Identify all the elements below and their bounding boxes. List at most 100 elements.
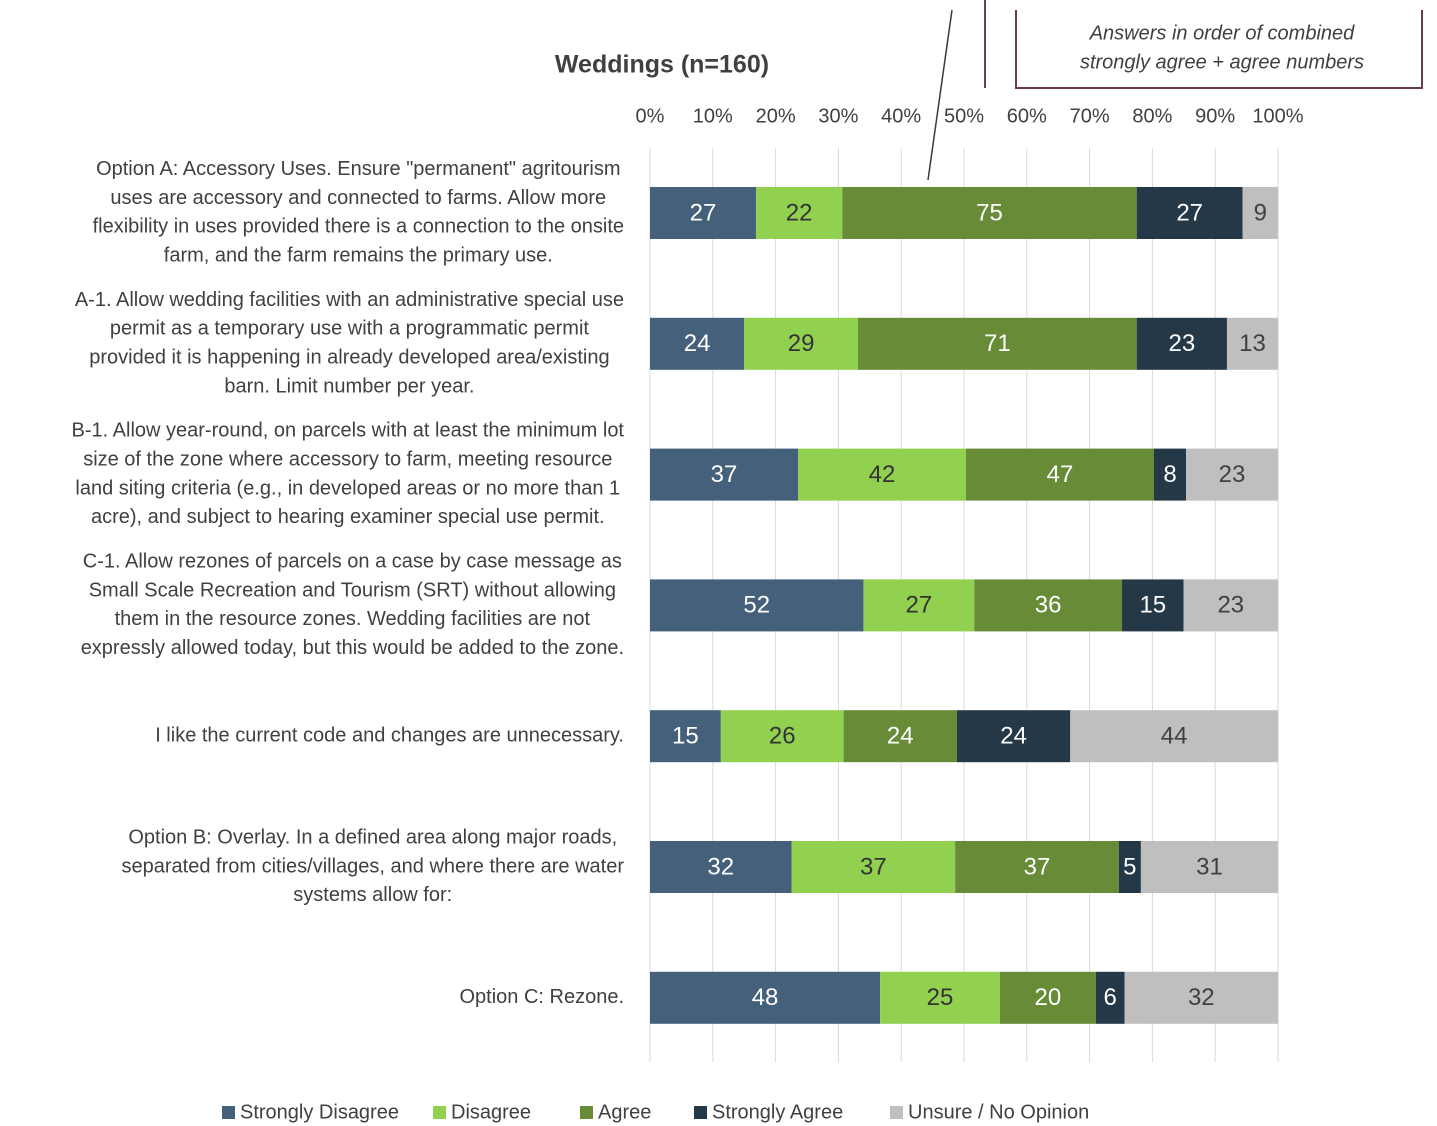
value-label: 37	[1024, 853, 1051, 880]
y-tick-label: B-1. Allow year-round, on parcels with a…	[72, 420, 625, 442]
value-label: 20	[1035, 984, 1062, 1011]
bar-segment	[880, 971, 1000, 1024]
value-label: 42	[869, 461, 896, 488]
bar-segment	[843, 710, 957, 763]
value-label: 27	[1176, 199, 1203, 226]
y-tick-label: flexibility in uses provided there is a …	[93, 216, 624, 238]
bar-segment	[1140, 841, 1278, 893]
bar-segment	[1242, 187, 1278, 239]
bar-segment	[798, 448, 966, 501]
value-label: 23	[1219, 461, 1246, 488]
value-label: 32	[707, 853, 734, 880]
bar-segment	[999, 971, 1096, 1024]
legend-swatch	[433, 1106, 446, 1119]
category-label: Option C: Rezone.	[459, 986, 624, 1008]
x-tick-label: 50%	[944, 105, 984, 127]
y-tick-label: Option A: Accessory Uses. Ensure "perman…	[96, 158, 620, 180]
category-label: C-1. Allow rezones of parcels on a case …	[81, 550, 624, 658]
bar-segment	[863, 579, 975, 632]
legend-label: Agree	[598, 1101, 651, 1123]
y-tick-label: C-1. Allow rezones of parcels on a case …	[83, 550, 622, 572]
bar-segment	[1095, 971, 1125, 1024]
bar-segment	[955, 841, 1119, 893]
bar-segment	[650, 187, 756, 239]
category-label: Option A: Accessory Uses. Ensure "perman…	[93, 158, 624, 266]
bar-segment	[720, 710, 844, 763]
x-tick-label: 40%	[881, 105, 921, 127]
value-label: 13	[1239, 330, 1266, 357]
value-label: 37	[860, 853, 887, 880]
y-tick-label: farm, and the farm remains the primary u…	[164, 244, 553, 266]
legend-swatch	[580, 1106, 593, 1119]
bar-segment	[650, 579, 864, 632]
bar-segment	[755, 187, 843, 239]
x-tick-label: 30%	[818, 105, 858, 127]
value-label: 24	[684, 330, 711, 357]
value-label: 31	[1196, 853, 1223, 880]
y-tick-label: A-1. Allow wedding facilities with an ad…	[75, 289, 624, 311]
bar-segment	[1136, 317, 1227, 370]
x-tick-label: 60%	[1007, 105, 1047, 127]
category-label: I like the current code and changes are …	[155, 724, 624, 746]
y-tick-label: Option C: Rezone.	[459, 986, 624, 1008]
bar-segment	[1226, 317, 1278, 370]
value-label: 9	[1254, 199, 1267, 226]
legend-label: Strongly Agree	[712, 1101, 843, 1123]
value-label: 24	[887, 723, 914, 750]
annotation-box	[1015, 10, 1423, 89]
value-label: 52	[743, 592, 770, 619]
bar-segment	[744, 317, 859, 370]
y-tick-label: Option B: Overlay. In a defined area alo…	[128, 826, 617, 848]
category-label: B-1. Allow year-round, on parcels with a…	[72, 420, 625, 528]
bar-segment	[1154, 448, 1186, 501]
bar-segment	[1070, 710, 1278, 763]
value-label: 23	[1217, 592, 1244, 619]
bar-segment	[858, 317, 1137, 370]
bar-segment	[1124, 971, 1278, 1024]
x-tick-label: 90%	[1195, 105, 1235, 127]
value-label: 22	[786, 199, 813, 226]
value-label: 36	[1035, 592, 1062, 619]
legend-label: Strongly Disagree	[240, 1101, 399, 1123]
value-label: 24	[1000, 723, 1027, 750]
y-tick-label: provided it is happening in already deve…	[89, 346, 609, 368]
y-tick-label: size of the zone where accessory to farm…	[83, 448, 612, 470]
value-label: 15	[672, 723, 699, 750]
bar-segment	[650, 448, 798, 501]
bar-segment	[1183, 579, 1278, 632]
y-tick-label: barn. Limit number per year.	[224, 375, 474, 397]
bar-segment	[1136, 187, 1243, 239]
value-label: 75	[976, 199, 1003, 226]
y-tick-label: separated from cities/villages, and wher…	[122, 855, 625, 877]
value-label: 25	[927, 984, 954, 1011]
legend-swatch	[694, 1106, 707, 1119]
annotation: Answers in order of combined strongly ag…	[927, 0, 1423, 181]
bar-segment	[650, 841, 792, 893]
legend-swatch	[890, 1106, 903, 1119]
bar-segment	[966, 448, 1154, 501]
value-label: 27	[690, 199, 717, 226]
category-label: A-1. Allow wedding facilities with an ad…	[75, 289, 624, 397]
bar-segment	[842, 187, 1137, 239]
value-label: 23	[1168, 330, 1195, 357]
value-label: 6	[1104, 984, 1117, 1011]
category-label: Option B: Overlay. In a defined area alo…	[122, 826, 625, 906]
value-label: 48	[752, 984, 779, 1011]
value-label: 37	[711, 461, 738, 488]
x-tick-label: 10%	[693, 105, 733, 127]
legend-swatch	[222, 1106, 235, 1119]
bar-segment	[791, 841, 956, 893]
x-tick-label: 70%	[1070, 105, 1110, 127]
bar-segment	[650, 317, 745, 370]
annotation-text: strongly agree + agree numbers	[1080, 51, 1364, 73]
y-tick-label: permit as a temporary use with a program…	[110, 318, 589, 340]
y-tick-label: systems allow for:	[293, 884, 452, 906]
value-label: 47	[1047, 461, 1074, 488]
value-label: 27	[905, 592, 932, 619]
y-tick-label: uses are accessory and connected to farm…	[110, 187, 606, 209]
value-label: 8	[1163, 461, 1176, 488]
value-label: 29	[788, 330, 815, 357]
value-label: 26	[769, 723, 796, 750]
value-label: 71	[984, 330, 1011, 357]
